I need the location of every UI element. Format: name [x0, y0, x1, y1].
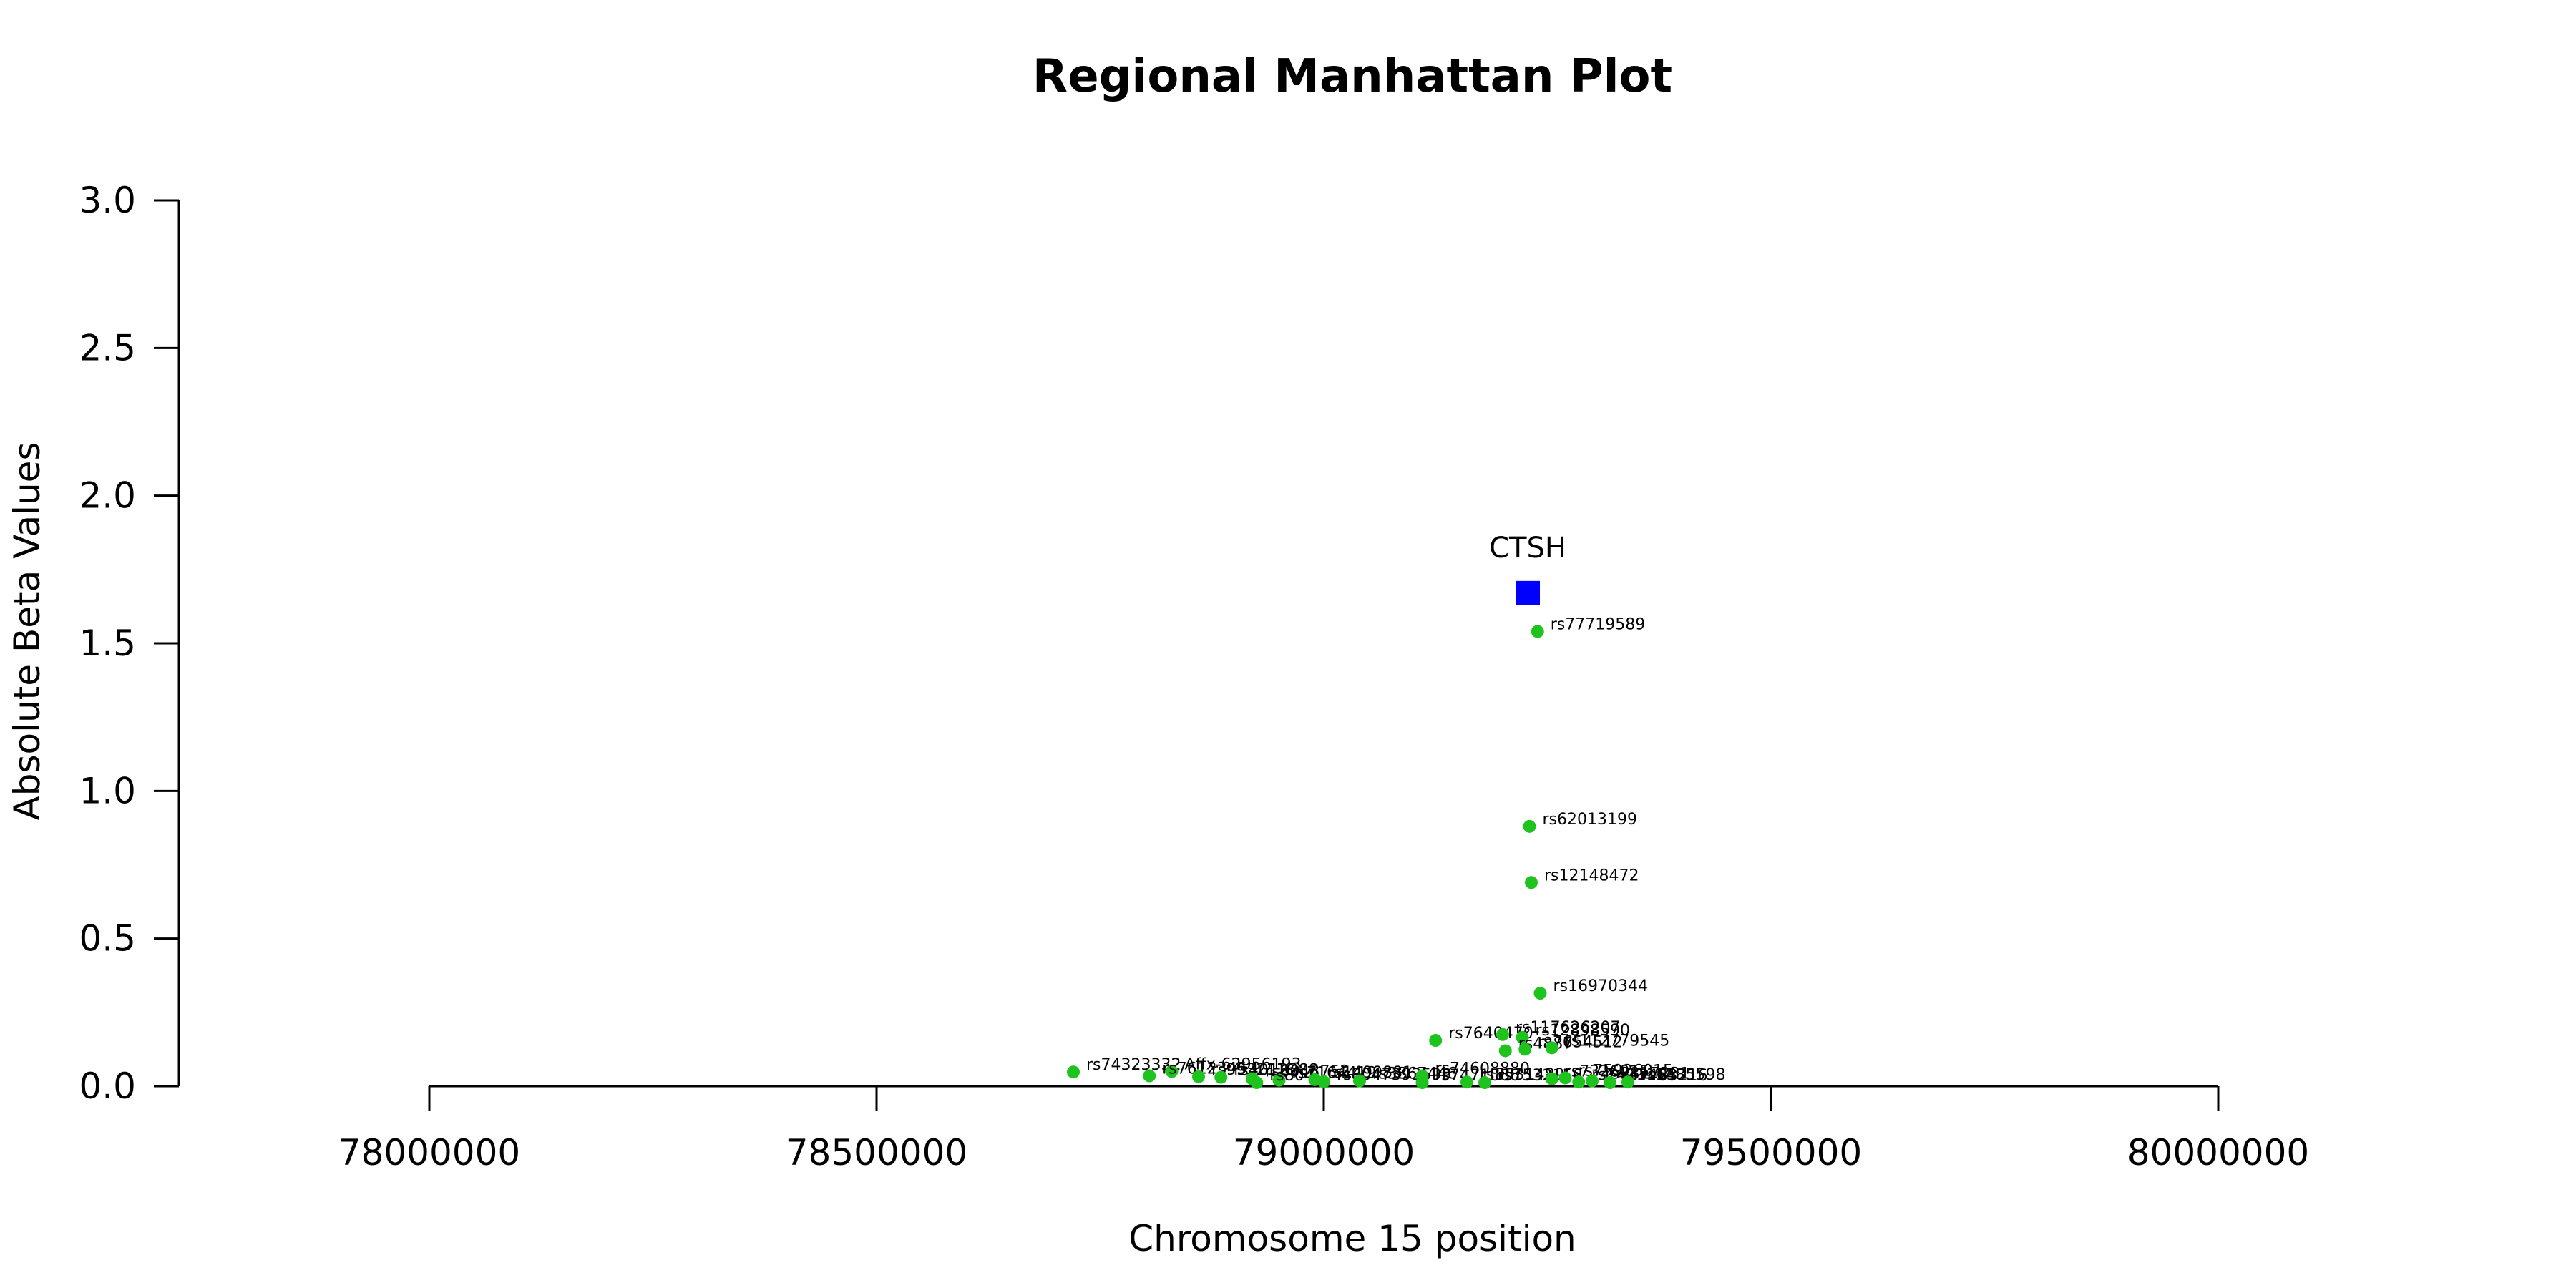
- snp-point: [1545, 1041, 1558, 1055]
- snp-point: [1518, 1043, 1532, 1056]
- x-axis: 78000000 78500000 79000000 79500000 80000000: [338, 1085, 2310, 1174]
- snp-point: [1415, 1076, 1429, 1090]
- snp-point: [1429, 1034, 1443, 1048]
- snp-point: [1143, 1069, 1156, 1083]
- gene-label: CTSH: [1489, 532, 1566, 565]
- y-tick-label: 1.5: [79, 623, 136, 664]
- y-tick-label: 1.0: [79, 770, 136, 811]
- snp-point: [1516, 1030, 1529, 1044]
- snp-point: [1572, 1075, 1586, 1089]
- y-tick-label: 0.5: [79, 918, 136, 960]
- snp-point: [1214, 1070, 1228, 1084]
- y-tick-label: 2.0: [79, 475, 136, 517]
- snp-label: rs804: [1269, 1067, 1314, 1085]
- snp-point: [1498, 1044, 1512, 1058]
- snp-point: [1525, 876, 1538, 889]
- x-tick-label: 78000000: [338, 1132, 521, 1174]
- snp-point: [1604, 1076, 1616, 1090]
- snp-label: rs74323332: [1086, 1056, 1181, 1074]
- y-tick-label: 3.0: [79, 180, 136, 221]
- snp-label: rs16970344: [1553, 977, 1648, 995]
- snp-point: [1496, 1028, 1509, 1041]
- snp-point: [1165, 1065, 1179, 1078]
- chart-title: Regional Manhattan Plot: [1033, 50, 1672, 103]
- snp-point: [1533, 987, 1547, 1000]
- snp-label: rs12148472: [1544, 867, 1639, 884]
- snp-label: rs62013199: [1543, 811, 1637, 829]
- snp-point: [1067, 1065, 1080, 1079]
- snp-label: rs3817231: [1605, 1065, 1690, 1083]
- snp-label: rs77719589: [1551, 615, 1645, 633]
- snp-label: rs74608880: [1435, 1060, 1530, 1078]
- snp-point: [1558, 1071, 1572, 1085]
- x-tick-label: 79500000: [1680, 1132, 1863, 1174]
- gene-layer: CTSH: [1489, 532, 1566, 605]
- snp-point: [1621, 1075, 1634, 1089]
- snp-label: rs7483216: [1623, 1067, 1708, 1085]
- y-tick-label: 0.0: [79, 1065, 136, 1107]
- x-tick-label: 78500000: [786, 1132, 968, 1174]
- snp-label: Affx-62956193: [1185, 1055, 1302, 1073]
- snp-point: [1531, 625, 1544, 638]
- snp-point: [1523, 819, 1536, 833]
- snp-point: [1586, 1074, 1599, 1088]
- snp-label: rs117626207: [1516, 1019, 1620, 1037]
- snp-point: [1353, 1074, 1366, 1088]
- snp-label: rs7471066: [1435, 1067, 1521, 1085]
- snp-label: rs3867446: [1372, 1065, 1458, 1083]
- snp-point: [1272, 1073, 1286, 1087]
- snp-point: [1317, 1075, 1330, 1088]
- snp-point: [1192, 1070, 1205, 1083]
- snp-point: [1250, 1076, 1264, 1090]
- snp-label: rs1499881: [1328, 1064, 1413, 1082]
- x-tick-label: 79000000: [1233, 1132, 1415, 1174]
- x-axis-label: Chromosome 15 position: [1128, 1218, 1576, 1259]
- snp-label: rs112779545: [1565, 1032, 1669, 1050]
- snp-point: [1460, 1075, 1473, 1089]
- x-tick-label: 80000000: [2127, 1132, 2310, 1174]
- snp-label: rs1485598: [1641, 1066, 1726, 1084]
- snp-label: rs12898590: [1536, 1022, 1630, 1040]
- gene-marker: [1516, 580, 1540, 605]
- snp-point: [1545, 1072, 1558, 1085]
- snp-point: [1478, 1076, 1491, 1090]
- snp-points: rs77719589 rs62013199 rs12148472 rs16970344…: [1067, 615, 1726, 1090]
- y-axis: 0.0 0.5 1.0 1.5 2.0 2.5 3.0: [79, 180, 180, 1107]
- y-tick-label: 2.5: [79, 327, 136, 369]
- y-axis-label: Absolute Beta Values: [6, 442, 48, 821]
